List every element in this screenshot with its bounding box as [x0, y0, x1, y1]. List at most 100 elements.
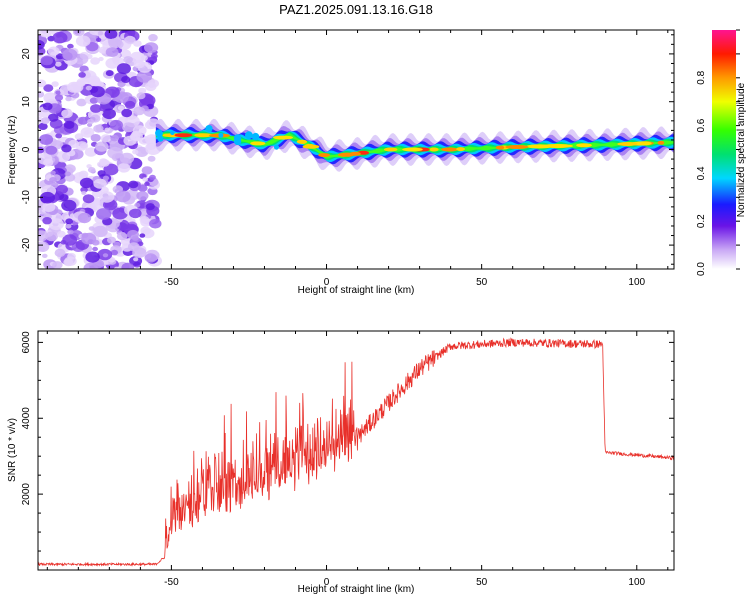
- y-tick-label: -10: [21, 190, 32, 205]
- noise-speckle: [133, 40, 142, 47]
- noise-speckle: [117, 163, 131, 173]
- noise-speckle: [124, 35, 136, 45]
- noise-speckle: [43, 84, 54, 92]
- noise-speckle: [119, 49, 131, 59]
- noise-speckle: [136, 70, 153, 83]
- noise-speckle: [89, 97, 99, 104]
- y-tick-label: 2000: [21, 483, 32, 506]
- noise-speckle: [96, 81, 104, 88]
- noise-speckle: [41, 117, 50, 125]
- noise-speckle: [42, 217, 52, 225]
- noise-speckle: [105, 47, 119, 57]
- noise-speckle: [90, 104, 102, 113]
- noise-speckle: [124, 100, 136, 109]
- noise-speckle: [38, 146, 45, 154]
- noise-speckle: [52, 31, 68, 44]
- ridge-peak: [298, 139, 307, 144]
- frequency-ridge: [155, 118, 674, 172]
- noise-speckle: [86, 42, 99, 52]
- noise-speckle: [108, 38, 122, 49]
- ridge-peak: [402, 147, 423, 152]
- noise-speckle: [47, 46, 60, 56]
- noise-speckle: [54, 248, 66, 258]
- noise-speckle: [104, 30, 118, 39]
- x-tick-label: 100: [628, 577, 645, 588]
- noise-speckle: [93, 124, 104, 133]
- noise-speckle: [38, 39, 45, 50]
- x-tick-label: -50: [164, 577, 179, 588]
- noise-speckle: [45, 231, 58, 242]
- noise-speckle: [38, 79, 47, 88]
- noise-speckle: [92, 246, 98, 252]
- noise-speckle: [55, 151, 71, 163]
- noise-speckle: [141, 166, 153, 175]
- noise-speckle: [82, 194, 95, 204]
- ridge-peak: [456, 147, 465, 152]
- noise-speckle: [55, 90, 61, 95]
- y-tick-label: 0: [21, 146, 32, 152]
- noise-speckle: [144, 181, 150, 186]
- noise-speckle: [42, 202, 56, 213]
- figure-title: PAZ1.2025.091.13.16.G18: [279, 2, 433, 17]
- noise-speckle: [65, 218, 73, 225]
- noise-speckle: [45, 145, 58, 155]
- ridge-blob: [245, 131, 253, 140]
- spectrogram-x-ticks: -50 0 50 100: [46, 30, 669, 288]
- noise-speckle: [149, 174, 156, 180]
- noise-speckle: [40, 191, 55, 204]
- noise-speckle: [93, 225, 108, 238]
- noise-speckle: [49, 177, 57, 183]
- noise-speckle: [116, 63, 131, 75]
- noise-speckle: [67, 229, 74, 235]
- noise-speckle: [90, 114, 101, 123]
- ridge-peak: [174, 133, 193, 138]
- x-tick-label: 0: [324, 277, 330, 288]
- noise-speckle: [136, 92, 146, 100]
- noise-speckle: [139, 216, 150, 224]
- ridge-blob: [218, 132, 224, 138]
- ridge-blob: [205, 125, 213, 133]
- noise-speckle: [64, 171, 71, 177]
- noise-speckle: [48, 218, 64, 231]
- noise-speckle: [54, 94, 64, 101]
- noise-speckle: [107, 146, 123, 159]
- noise-speckle: [128, 180, 139, 189]
- noise-speckle: [136, 191, 149, 201]
- noise-speckle: [55, 61, 62, 67]
- noise-speckle: [112, 207, 128, 220]
- y-tick-label: -20: [21, 237, 32, 252]
- noise-speckle: [91, 200, 105, 211]
- y-tick-label: 6000: [21, 331, 32, 354]
- spectrogram-panel: -50 0 50 100 -20 -10 0 10 20 Height of straight…: [7, 29, 675, 296]
- noise-speckle: [145, 203, 155, 211]
- y-tick-label: 10: [21, 96, 32, 108]
- noise-speckle: [56, 184, 68, 194]
- noise-speckle: [100, 134, 112, 143]
- noise-speckle: [130, 131, 143, 142]
- ridge-peak: [441, 147, 459, 152]
- noise-speckle: [55, 133, 63, 139]
- noise-speckle: [38, 122, 48, 130]
- ridge-peak: [526, 144, 553, 149]
- noise-speckle: [95, 141, 109, 152]
- y-tick-label: 4000: [21, 407, 32, 430]
- noise-speckle: [117, 105, 125, 111]
- ridge-blob: [274, 144, 279, 150]
- noise-speckle: [56, 230, 66, 238]
- colorbar-label: Normalized spectral amplitude: [736, 82, 747, 217]
- x-tick-label: 0: [324, 577, 330, 588]
- colorbar-ticks: 0.0 0.2 0.4 0.6 0.8: [696, 29, 740, 276]
- noise-speckle: [39, 134, 54, 145]
- noise-speckle: [74, 30, 81, 35]
- noise-speckle: [135, 146, 149, 157]
- spectrogram-x-label: Height of straight line (km): [298, 285, 415, 296]
- noise-speckle: [140, 55, 148, 61]
- noise-speckle: [90, 86, 106, 98]
- snr-x-ticks: -50 0 50 100: [46, 331, 669, 588]
- noise-speckle: [144, 42, 159, 53]
- noise-speckle: [142, 177, 148, 182]
- ridge-peak: [576, 143, 592, 148]
- noise-speckle: [38, 241, 50, 252]
- noise-speckle: [90, 134, 101, 142]
- y-tick-label: 20: [21, 48, 32, 60]
